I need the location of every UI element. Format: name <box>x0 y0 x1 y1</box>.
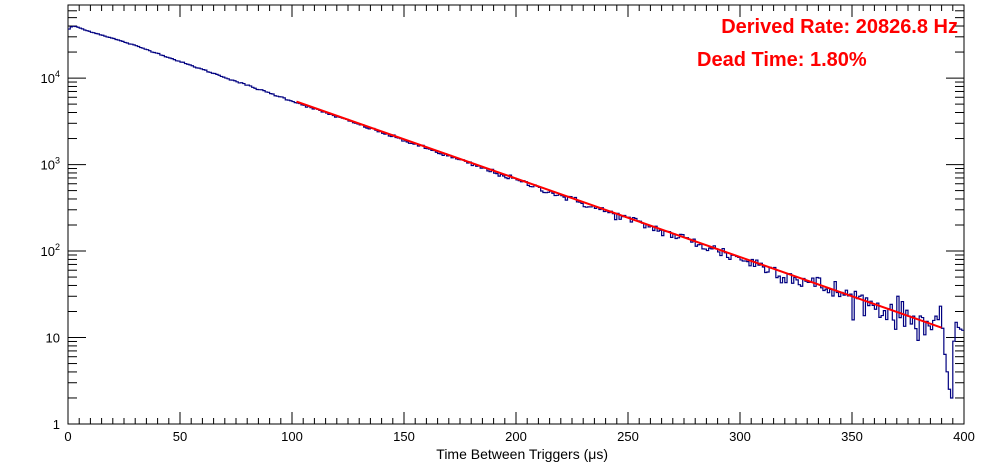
x-axis-title: Time Between Triggers (μs) <box>436 446 608 462</box>
derived-rate-annotation: Derived Rate: 20826.8 Hz <box>721 16 958 38</box>
series-layer <box>68 25 964 399</box>
x-axis-ticks <box>67 5 965 424</box>
x-tick-label: 100 <box>281 429 303 444</box>
y-tick-label: 1 <box>53 417 60 432</box>
x-tick-label: 250 <box>617 429 639 444</box>
fit-line <box>296 100 942 329</box>
x-axis-tick-labels: 0 50 100 150 200 250 300 350 400 <box>64 429 974 444</box>
histogram-series <box>68 25 964 399</box>
x-tick-label: 150 <box>393 429 415 444</box>
x-tick-label: 300 <box>729 429 751 444</box>
y-tick-label: 104 <box>41 69 60 86</box>
x-tick-label: 50 <box>173 429 187 444</box>
y-tick-label: 10 <box>46 331 60 346</box>
y-axis-ticks <box>68 4 964 425</box>
x-tick-label: 200 <box>505 429 527 444</box>
y-tick-label: 102 <box>41 242 60 259</box>
dead-time-annotation: Dead Time: 1.80% <box>697 49 867 71</box>
x-tick-label: 350 <box>841 429 863 444</box>
x-tick-label: 0 <box>64 429 71 444</box>
y-axis-tick-labels: 1 10 102 103 104 <box>41 69 60 432</box>
y-tick-label: 103 <box>41 156 60 173</box>
x-tick-label: 400 <box>953 429 975 444</box>
